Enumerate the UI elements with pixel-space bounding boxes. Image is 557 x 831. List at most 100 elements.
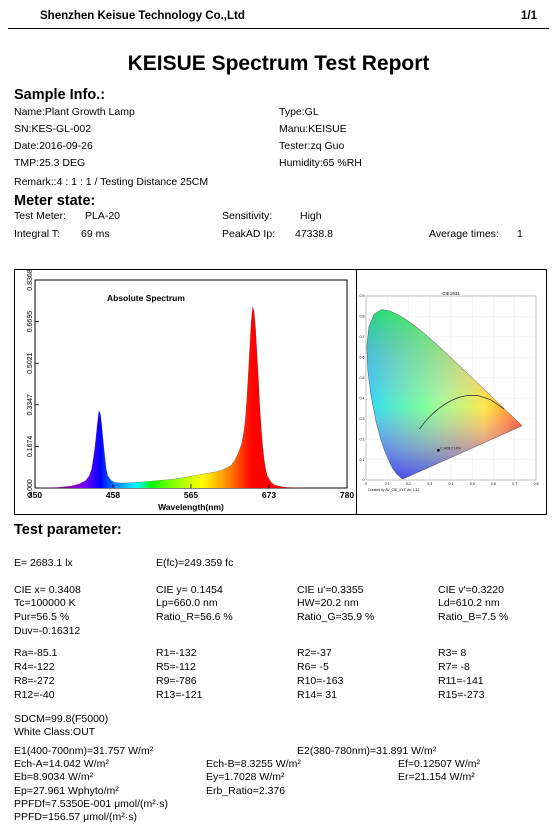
spectrum-title: Absolute Spectrum	[107, 293, 185, 303]
spectrum-xtick-label: 458	[106, 490, 120, 500]
peakad-label: PeakAD Ip:	[222, 228, 276, 240]
ef-value: Ef=0.12507 W/m²	[398, 758, 480, 770]
test-parameter-heading: Test parameter:	[14, 522, 122, 538]
duv-value: Duv=-0.16312	[14, 625, 81, 637]
sample-remark: Remark::4 : 1 : 1 / Testing Distance 25C…	[14, 176, 209, 188]
cie-u-value: CIE u'=0.3355	[297, 584, 364, 596]
cie-xtick-label: 0.3	[427, 482, 432, 486]
r12-value: R12=-40	[14, 689, 55, 701]
average-times-value: 1	[517, 228, 523, 240]
integral-value: 69 ms	[81, 228, 110, 240]
ratio-g-value: Ratio_G=35.9 %	[297, 611, 375, 623]
spectrum-ytick-label: 0.5021	[27, 352, 34, 374]
ep-value: Ep=27.961 Wphyto/m²	[14, 785, 119, 797]
cie-ytick-label: 0.2	[360, 437, 365, 441]
cie-xtick-label: 0.6	[491, 482, 496, 486]
ppfd-value: PPFD=156.57 μmol/(m²·s)	[14, 811, 138, 823]
meter-state-heading: Meter state:	[14, 193, 96, 209]
e2-value: E2(380-780nm)=31.891 W/m²	[297, 745, 437, 757]
cie-footer: Created by AV_CIE_XYZ Ver 1.32	[368, 488, 419, 492]
cie-x-value: CIE x= 0.3408	[14, 584, 81, 596]
company-name: Shenzhen Keisue Technology Co.,Ltd	[40, 10, 245, 22]
page-number: 1/1	[521, 10, 537, 22]
test-meter-label: Test Meter:	[14, 210, 66, 222]
charts-frame	[14, 269, 547, 515]
r11-value: R11=-141	[438, 675, 484, 687]
sample-humidity: Humidity:65 %RH	[279, 157, 362, 169]
sample-info-heading: Sample Info.:	[14, 87, 106, 103]
sample-manu: Manu:KEISUE	[279, 123, 347, 135]
er-value: Er=21.154 W/m²	[398, 771, 475, 783]
cie-xtick-label: 0.2	[406, 482, 411, 486]
spectrum-plot-area	[34, 279, 348, 489]
r2-value: R2=-37	[297, 647, 332, 659]
hw-value: HW=20.2 nm	[297, 597, 359, 609]
white-class-value: White Class:OUT	[14, 726, 96, 738]
ech-a-value: Ech-A=14.042 W/m²	[14, 758, 109, 770]
pur-value: Pur=56.5 %	[14, 611, 70, 623]
e1-value: E1(400-700nm)=31.757 W/m²	[14, 745, 154, 757]
r6-value: R6= -5	[297, 661, 329, 673]
cie-xtick-label: 0.1	[385, 482, 390, 486]
test-meter-value: PLA-20	[85, 210, 121, 222]
report-title: KEISUE Spectrum Test Report	[127, 52, 430, 75]
cie-ytick-label: 0.1	[360, 458, 365, 462]
charts-divider	[356, 269, 357, 515]
cie-ytick-label: 0.3	[360, 417, 365, 421]
spectrum-ytick-label: 0.000	[27, 479, 34, 497]
sample-sn: SN:KES-GL-002	[14, 123, 92, 135]
r9-value: R9=-786	[156, 675, 197, 687]
cie-ytick-label: 0	[363, 478, 365, 482]
ld-value: Ld=610.2 nm	[438, 597, 500, 609]
erb-ratio-value: Erb_Ratio=2.376	[206, 785, 286, 797]
r3-value: R3= 8	[438, 647, 467, 659]
cie-measurement-point	[437, 448, 440, 452]
r1-value: R1=-132	[156, 647, 197, 659]
spectrum-xtick-label: 673	[262, 490, 276, 500]
cie-xtick-label: 0.4	[449, 482, 454, 486]
sensitivity-label: Sensitivity:	[222, 210, 273, 222]
header-divider	[8, 28, 549, 29]
r14-value: R14= 31	[297, 689, 337, 701]
illuminance-lx: E= 2683.1 lx	[14, 557, 73, 569]
cie-xtick-label: 0.8	[534, 482, 539, 486]
sample-tmp: TMP:25.3 DEG	[14, 157, 86, 169]
r7-value: R7= -8	[438, 661, 470, 673]
r8-value: R8=-272	[14, 675, 55, 687]
sample-tester: Tester:zq Guo	[279, 140, 345, 152]
ratio-r-value: Ratio_R=56.6 %	[156, 611, 233, 623]
peakad-value: 47338.8	[295, 228, 333, 240]
ey-value: Ey=1.7028 W/m²	[206, 771, 285, 783]
ra-value: Ra=-85.1	[14, 647, 58, 659]
spectrum-xtick-label: 565	[184, 490, 198, 500]
spectrum-ytick-label: 0.1674	[27, 436, 34, 458]
cie-xtick-label: 0.5	[470, 482, 475, 486]
sample-date: Date:2016-09-26	[14, 140, 93, 152]
sensitivity-value: High	[300, 210, 322, 222]
cie-v-value: CIE v'=0.3220	[438, 584, 504, 596]
r5-value: R5=-112	[156, 661, 196, 673]
tc-value: Tc=100000 K	[14, 597, 76, 609]
r4-value: R4=-122	[14, 661, 55, 673]
cie-ytick-label: 0.4	[360, 396, 365, 400]
cie-ytick-label: 0.6	[360, 356, 365, 360]
eb-value: Eb=8.9034 W/m²	[14, 771, 94, 783]
cie-diagram: 0.3408,0.1454 CIE1931 0 0.1 0.2 0.3 0.4 0.5 0.…	[360, 291, 539, 492]
cie-xtick-label: 0.7	[512, 482, 517, 486]
spectrum-ytick-label: 0.8368	[27, 270, 34, 291]
lp-value: Lp=660.0 nm	[156, 597, 218, 609]
average-times-label: Average times:	[429, 228, 499, 240]
cie-point-label: 0.3408,0.1454	[440, 446, 461, 450]
ratio-b-value: Ratio_B=7.5 %	[438, 611, 509, 623]
ech-b-value: Ech-B=8.3255 W/m²	[206, 758, 301, 770]
spectrum-chart: 350 458 565 673 780 0.000 0.1674 0.3347 0.5021 0…	[27, 270, 354, 512]
ppfdf-value: PPFDf=7.5350E-001 μmol/(m²·s)	[14, 798, 168, 810]
illuminance-fc: E(fc)=249.359 fc	[156, 557, 234, 569]
r15-value: R15=-273	[438, 689, 485, 701]
cie-title: CIE1931	[442, 291, 460, 296]
spectrum-ytick-label: 0.3347	[27, 394, 34, 416]
cie-ytick-label: 0.5	[360, 376, 365, 380]
cie-xtick-label: 0	[365, 482, 367, 486]
cie-planckian-locus	[418, 395, 505, 430]
cie-spectral-locus	[366, 309, 523, 480]
